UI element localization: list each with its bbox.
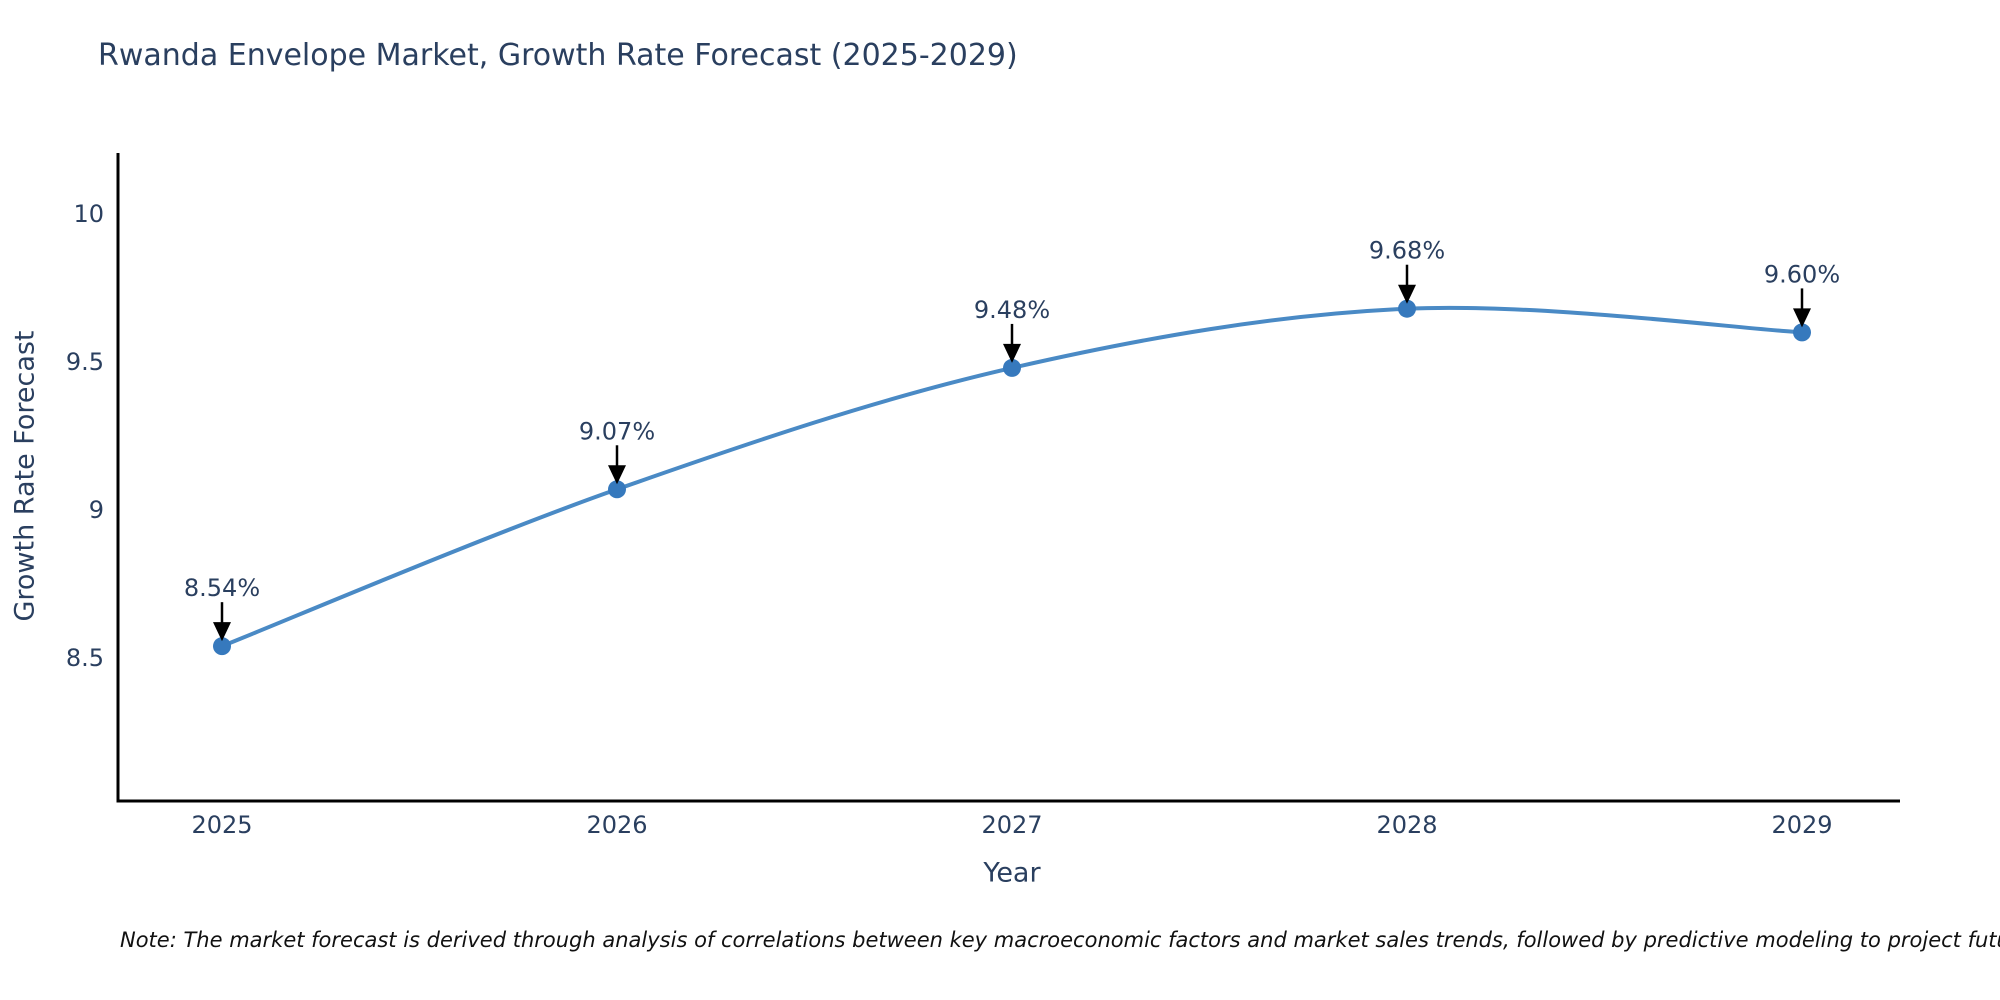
y-tick-label: 8.5: [66, 644, 104, 672]
x-tick-label: 2029: [1771, 811, 1832, 839]
data-point-marker: [1398, 299, 1416, 318]
data-point-marker: [213, 637, 231, 656]
data-point-marker: [1003, 358, 1021, 377]
chart-footnote: Note: The market forecast is derived thr…: [120, 928, 2000, 952]
data-point-marker: [1793, 323, 1811, 342]
data-point-label: 9.60%: [1764, 260, 1840, 288]
data-point-label: 9.07%: [579, 417, 655, 445]
y-tick-label: 10: [73, 200, 104, 228]
data-point-label: 9.68%: [1369, 237, 1445, 265]
data-point-label: 8.54%: [184, 574, 260, 602]
y-tick-label: 9: [89, 496, 104, 524]
annotation-arrowhead-icon: [1003, 343, 1021, 363]
x-tick-label: 2028: [1376, 811, 1437, 839]
y-axis-title: Growth Rate Forecast: [10, 330, 41, 621]
x-tick-label: 2027: [981, 811, 1042, 839]
y-tick-label: 9.5: [66, 348, 104, 376]
x-tick-label: 2026: [586, 811, 647, 839]
annotation-arrowhead-icon: [1398, 284, 1416, 304]
annotation-arrowhead-icon: [608, 465, 626, 485]
x-tick-label: 2025: [191, 811, 252, 839]
annotation-arrowhead-icon: [1793, 308, 1811, 328]
data-point-label: 9.48%: [974, 296, 1050, 324]
annotation-arrowhead-icon: [213, 622, 231, 642]
x-axis-title: Year: [982, 858, 1041, 889]
growth-line-chart: 8.5 9 9.5 10 2025 2026 2027 2028 2029 Year Growth …: [10, 153, 1900, 889]
chart-title: Rwanda Envelope Market, Growth Rate Fore…: [98, 38, 1018, 73]
data-point-marker: [608, 480, 626, 499]
